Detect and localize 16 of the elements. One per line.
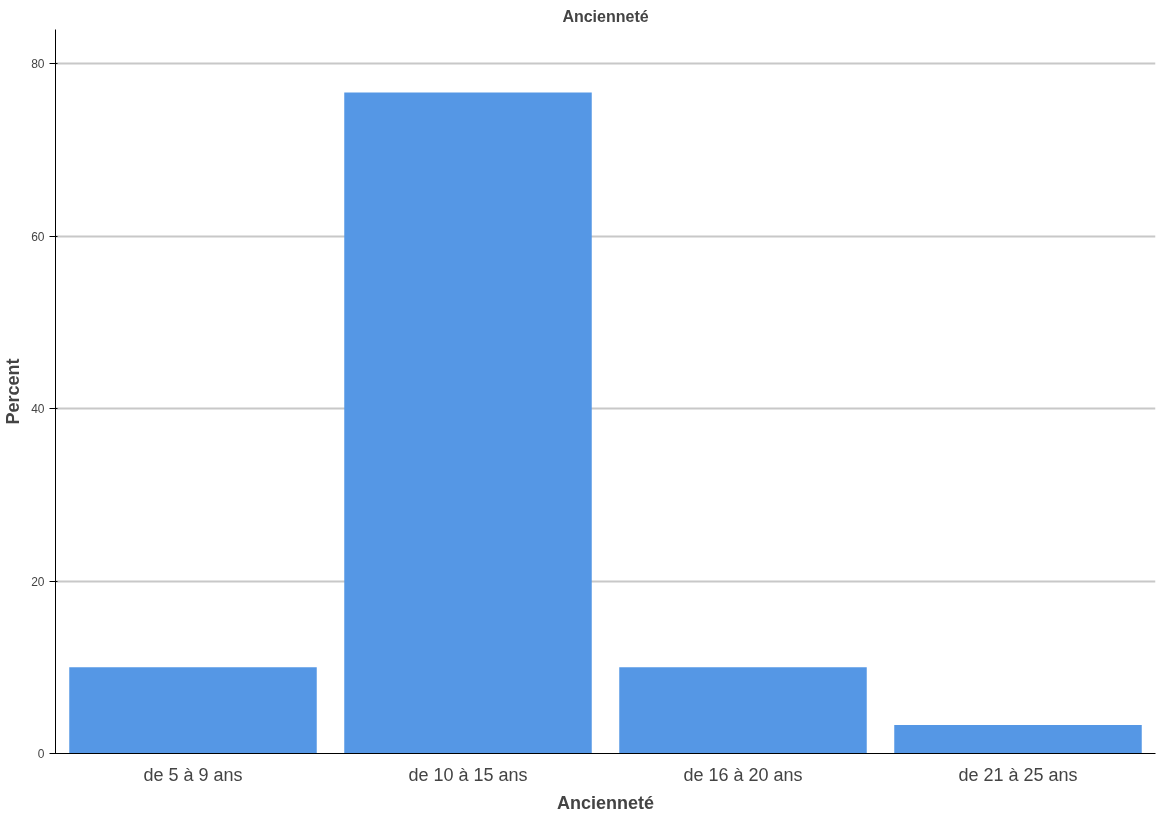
y-axis-title: Percent — [3, 358, 24, 425]
chart-title: Ancienneté — [562, 7, 649, 25]
x-tick-label: de 16 à 20 ans — [683, 764, 803, 785]
x-tick-label: de 10 à 15 ans — [408, 764, 528, 785]
y-tick-label: 60 — [31, 229, 45, 244]
x-axis-title: Ancienneté — [556, 792, 655, 813]
x-tick-label: de 21 à 25 ans — [958, 764, 1078, 785]
bar — [69, 667, 317, 754]
y-tick-label: 40 — [31, 402, 45, 417]
bar — [619, 667, 867, 754]
bar — [894, 725, 1142, 754]
y-tick-label: 20 — [31, 574, 45, 589]
x-tick-label: de 5 à 9 ans — [143, 764, 243, 785]
bar — [344, 92, 592, 754]
y-tick-label: 0 — [37, 747, 45, 761]
y-tick-label: 80 — [31, 57, 45, 72]
